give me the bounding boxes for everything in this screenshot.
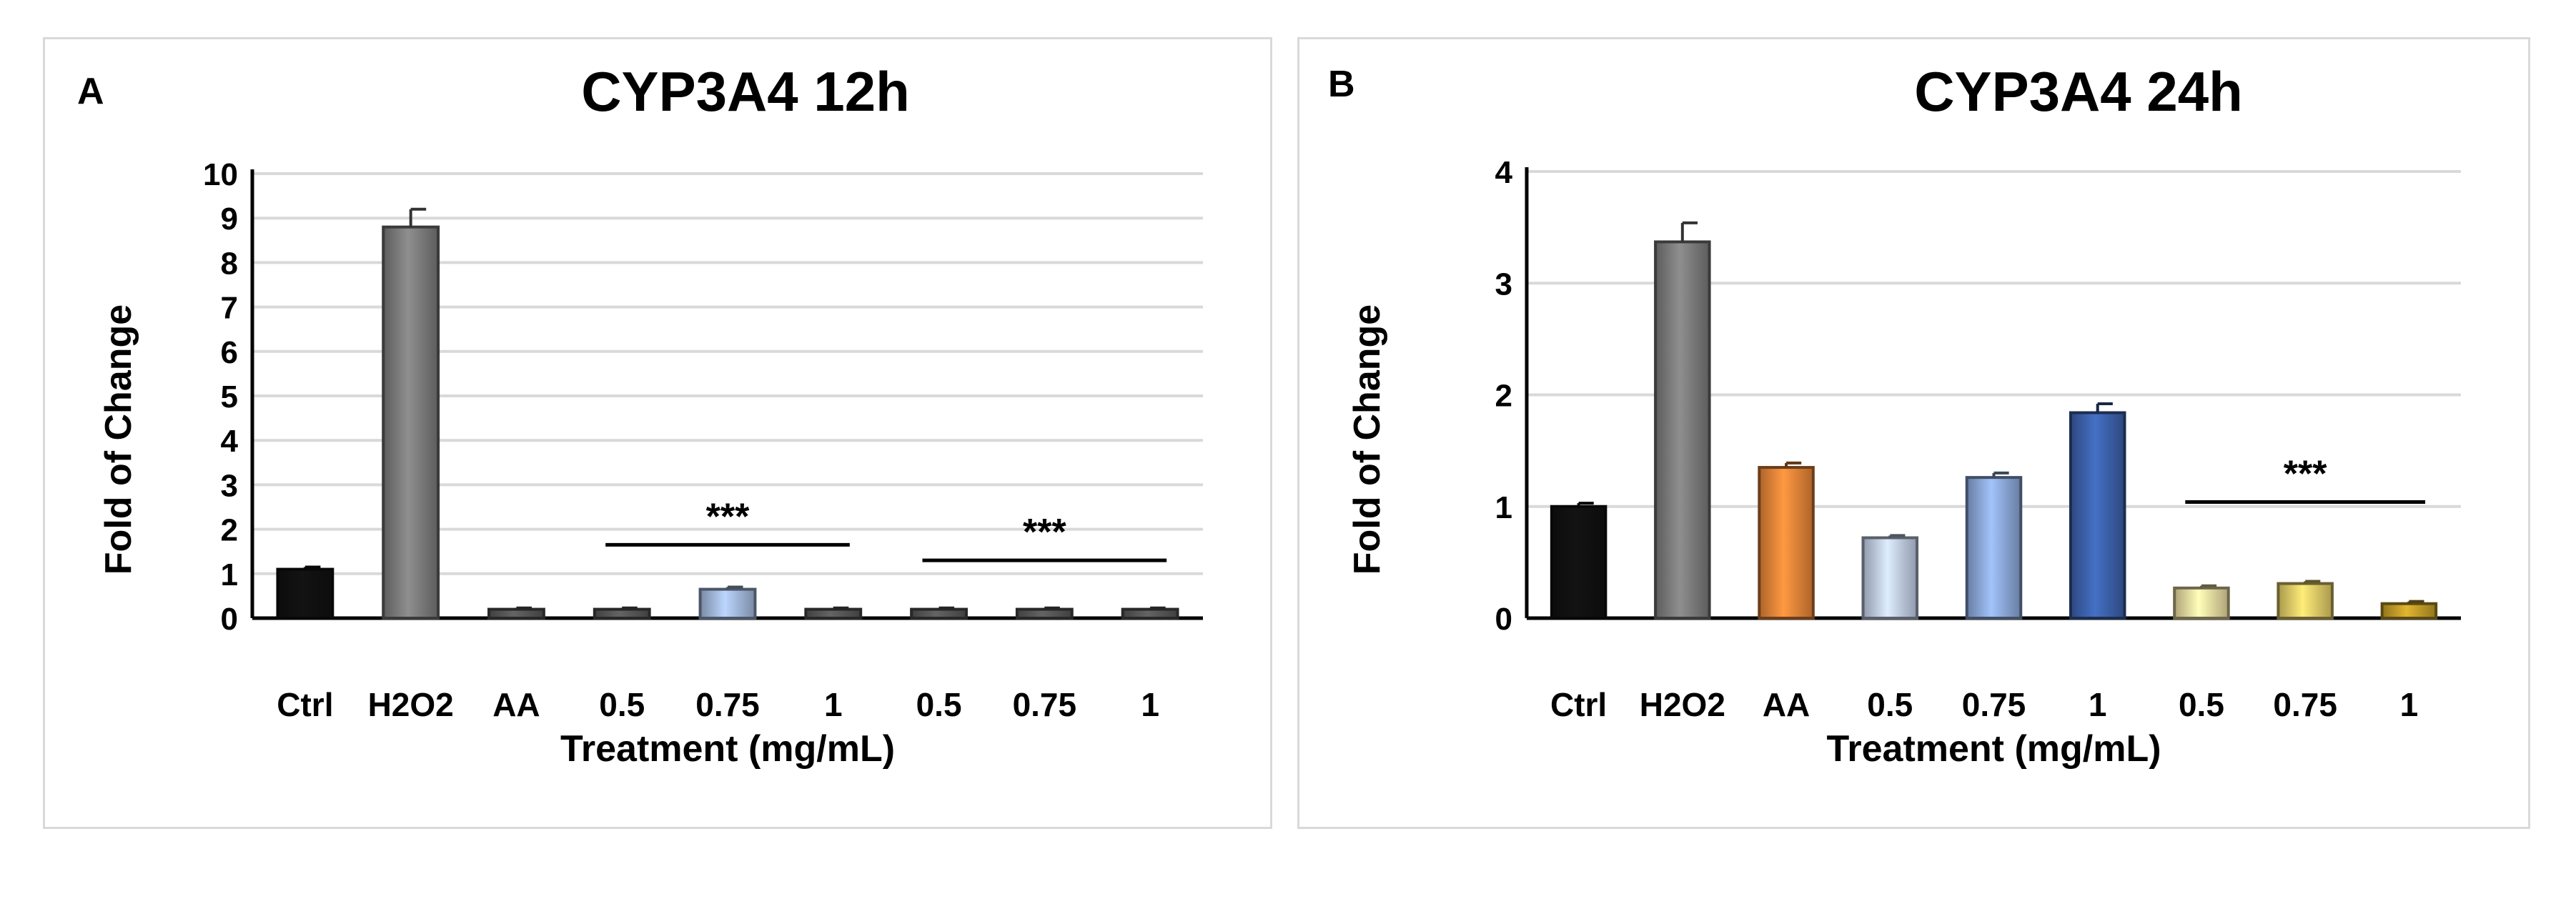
chart-title: CYP3A4 24h <box>1914 60 2243 123</box>
bar <box>910 607 968 620</box>
x-tick-label: AA <box>1763 686 1810 723</box>
y-tick-label: 3 <box>1495 267 1512 302</box>
significance-label: *** <box>706 496 750 537</box>
x-tick-label: 0.5 <box>599 686 645 723</box>
chart-panel-a: A CYP3A4 12h 0 1 2 3 4 5 6 7 8 9 10 Ctrl H2O2 AA 0.5 0.75… <box>43 37 1272 829</box>
x-tick-label: 0.5 <box>2179 686 2224 723</box>
y-tick-label: 8 <box>221 246 238 281</box>
y-tick-label: 1 <box>221 557 238 592</box>
y-tick-label: 5 <box>221 379 238 414</box>
chart-panel-b: B CYP3A4 24h 0 1 2 3 4 Ctrl H2O2 AA 0.5 0.75 1 0.5 0.7… <box>1297 37 2530 829</box>
y-tick-label: 7 <box>221 291 238 326</box>
chart-title: CYP3A4 12h <box>581 60 910 123</box>
x-tick-label: 1 <box>1141 686 1159 723</box>
significance-label: *** <box>1023 512 1066 553</box>
bar <box>1654 240 1711 620</box>
x-axis-label: Treatment (mg/mL) <box>560 728 895 770</box>
bar <box>1758 466 1815 620</box>
y-tick-label: 2 <box>221 513 238 548</box>
bar <box>593 607 651 620</box>
chart-a-svg: A CYP3A4 12h 0 1 2 3 4 5 6 7 8 9 10 Ctrl H2O2 AA 0.5 0.75… <box>77 60 1203 770</box>
x-tick-label: 0.75 <box>2273 686 2337 723</box>
bar <box>1015 607 1074 620</box>
bar <box>2277 582 2334 620</box>
bar <box>698 587 757 620</box>
bar <box>1861 536 1919 620</box>
x-tick-label: 0.75 <box>695 686 760 723</box>
bar <box>1965 476 2023 620</box>
y-tick-label: 1 <box>1495 490 1512 525</box>
bar <box>2069 411 2126 620</box>
y-tick-label: 0 <box>221 602 238 637</box>
bar <box>1121 607 1179 620</box>
x-tick-label: AA <box>492 686 540 723</box>
x-tick-label: 0.5 <box>916 686 962 723</box>
x-tick-label: 0.75 <box>1013 686 1077 723</box>
bar <box>2173 586 2230 620</box>
x-tick-label: 1 <box>2089 686 2107 723</box>
bar <box>382 225 440 620</box>
x-tick-label: H2O2 <box>1640 686 1725 723</box>
y-tick-label: 10 <box>203 157 238 192</box>
x-tick-label: Ctrl <box>1550 686 1607 723</box>
y-tick-label: 2 <box>1495 379 1512 414</box>
x-tick-label: H2O2 <box>368 686 454 723</box>
bar <box>487 607 545 620</box>
panel-label: A <box>77 71 104 112</box>
x-tick-label: 0.5 <box>1867 686 1913 723</box>
x-tick-label: Ctrl <box>277 686 333 723</box>
x-axis-label: Treatment (mg/mL) <box>1826 728 2161 770</box>
y-tick-label: 3 <box>221 468 238 503</box>
y-tick-label: 9 <box>221 202 238 237</box>
x-tick-label: 1 <box>2400 686 2419 723</box>
significance-label: *** <box>2284 454 2327 495</box>
chart-b-svg: B CYP3A4 24h 0 1 2 3 4 Ctrl H2O2 AA 0.5 0.75 1 0.5 0.7… <box>1328 60 2461 770</box>
x-tick-label: 1 <box>824 686 843 723</box>
y-tick-label: 0 <box>1495 602 1512 637</box>
y-tick-label: 4 <box>1495 155 1513 190</box>
y-axis-label: Fold of Change <box>1347 304 1388 575</box>
y-axis-label: Fold of Change <box>98 304 139 575</box>
bar <box>1550 505 1607 620</box>
panel-label: B <box>1328 64 1355 105</box>
y-tick-label: 4 <box>221 424 239 459</box>
bar <box>2380 602 2438 620</box>
x-tick-label: 0.75 <box>1962 686 2026 723</box>
bar <box>276 567 335 620</box>
bar <box>804 607 863 620</box>
y-tick-label: 6 <box>221 335 238 370</box>
